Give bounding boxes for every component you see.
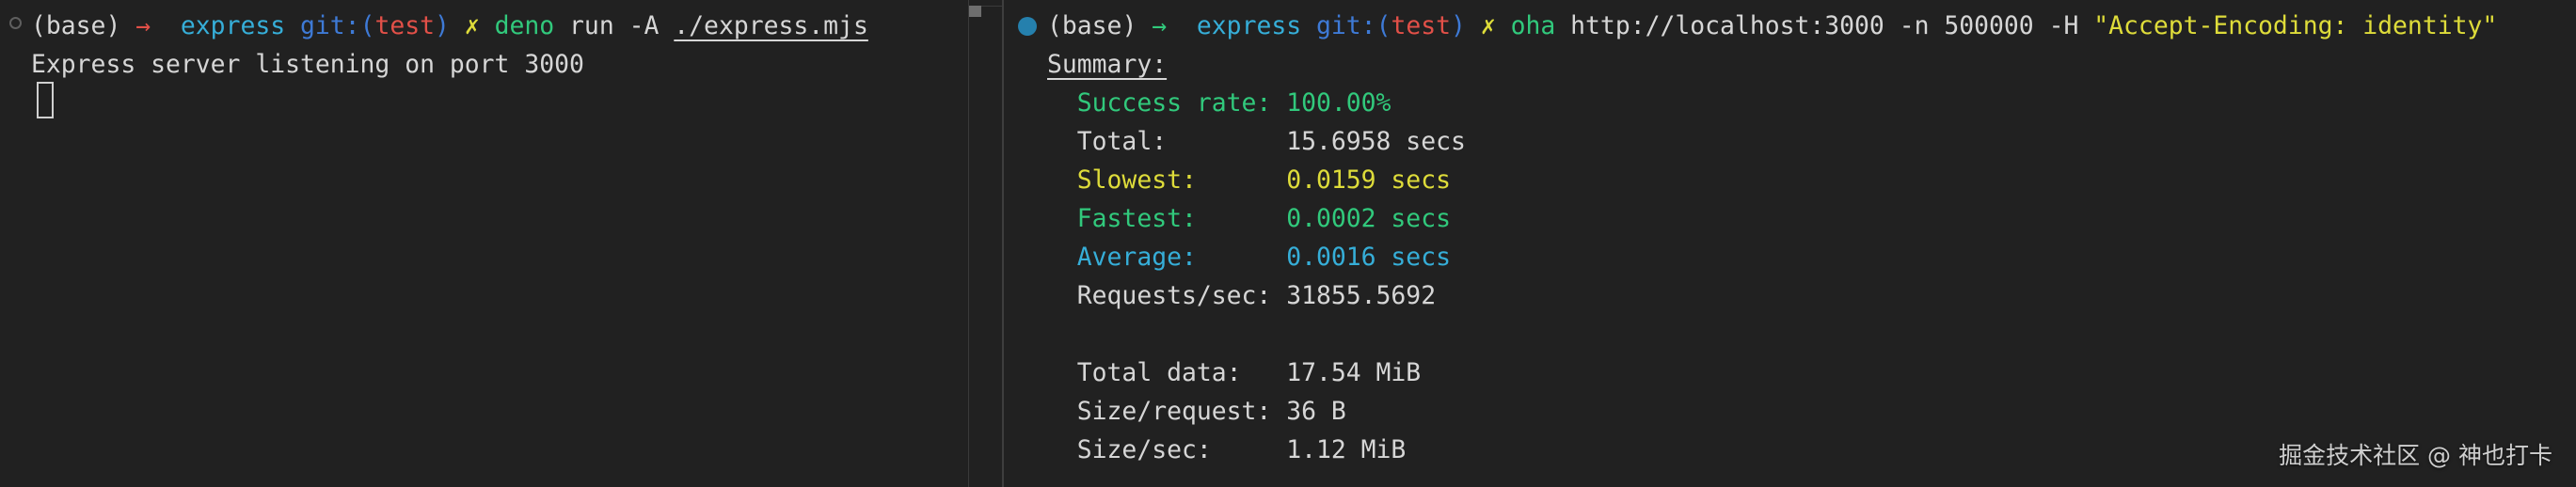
metric-label: Requests/sec: (1076, 281, 1272, 310)
metric-value: 0.0002 secs (1286, 204, 1451, 233)
metric-value: 0.0159 secs (1286, 165, 1451, 195)
prompt-git: git:( (300, 11, 375, 40)
terminal-pane-right-content: (base) → express git:(test) ✗ oha http:/… (1004, 0, 2576, 469)
metric-size-per-request: Size/request: 36 B (1047, 392, 2576, 431)
metric-label: Slowest: (1076, 165, 1197, 195)
scrollbar-track-top-line (968, 6, 1003, 7)
blank-line (1047, 315, 2576, 353)
terminal-cursor (37, 82, 54, 118)
prompt-git-dirty-mark: ✗ (464, 11, 495, 40)
prompt-git: ) (1451, 11, 1481, 40)
watermark: 掘金技术社区 @ 神也打卡 (2279, 442, 2552, 469)
pane-active-indicator-icon (1018, 17, 1037, 36)
metric-average: Average: 0.0016 secs (1047, 238, 2576, 276)
command-file-arg: ./express.mjs (674, 11, 868, 40)
metric-label: Total data: (1076, 358, 1242, 387)
prompt-git-branch: test (374, 11, 436, 40)
prompt-git: git:( (1316, 11, 1391, 40)
prompt-line: (base) → express git:(test) ✗ deno run -… (31, 7, 968, 45)
prompt-dir: express (1196, 11, 1317, 40)
metric-value: 1.12 MiB (1286, 435, 1407, 464)
metric-value: 31855.5692 (1286, 281, 1437, 310)
scrollbar-track-line (968, 0, 969, 487)
prompt-segment: (base) (31, 11, 136, 40)
metric-label: Fastest: (1076, 204, 1197, 233)
prompt-git-dirty-mark: ✗ (1480, 11, 1511, 40)
prompt-arrow: → (135, 11, 151, 40)
metric-label: Average: (1076, 243, 1197, 272)
metric-total: Total: 15.6958 secs (1047, 122, 2576, 161)
metric-value: 15.6958 secs (1286, 127, 1466, 156)
metric-value: 36 B (1286, 397, 1346, 426)
prompt-line: (base) → express git:(test) ✗ oha http:/… (1047, 7, 2576, 45)
prompt-segment (151, 11, 181, 40)
prompt-segment: (base) (1047, 11, 1153, 40)
terminal-pane-left[interactable]: (base) → express git:(test) ✗ deno run -… (0, 0, 968, 487)
metric-label: Size/request: (1076, 397, 1272, 426)
summary-header-line: Summary: (1047, 45, 2576, 84)
prompt-segment (1167, 11, 1197, 40)
summary-header: Summary: (1047, 50, 1168, 79)
prompt-arrow: → (1152, 11, 1168, 40)
command-name: deno (494, 11, 570, 40)
command-name: oha (1510, 11, 1571, 40)
prompt-git-branch: test (1391, 11, 1452, 40)
metric-size-per-sec: Size/sec: 1.12 MiB (1047, 431, 2576, 469)
prompt-dir: express (180, 11, 301, 40)
prompt-git: ) (435, 11, 465, 40)
metric-value: 17.54 MiB (1286, 358, 1422, 387)
terminal-pane-left-content: (base) → express git:(test) ✗ deno run -… (0, 0, 968, 84)
metric-requests-per-sec: Requests/sec: 31855.5692 (1047, 276, 2576, 315)
command-header-arg: "Accept-Encoding: identity" (2093, 11, 2498, 40)
metric-label: Success rate: (1076, 88, 1272, 118)
pane-split-divider[interactable] (1002, 0, 1004, 487)
metric-total-data: Total data: 17.54 MiB (1047, 353, 2576, 392)
server-output-line: Express server listening on port 3000 (31, 50, 584, 79)
metric-label: Size/sec: (1076, 435, 1212, 464)
scrollbar-thumb[interactable] (969, 6, 981, 17)
metric-slowest: Slowest: 0.0159 secs (1047, 161, 2576, 199)
metric-fastest: Fastest: 0.0002 secs (1047, 199, 2576, 238)
metric-value: 0.0016 secs (1286, 243, 1451, 272)
metric-success-rate: Success rate: 100.00% (1047, 84, 2576, 122)
terminal-pane-right[interactable]: (base) → express git:(test) ✗ oha http:/… (1004, 0, 2576, 487)
metric-value: 100.00% (1286, 88, 1391, 118)
command-args: http://localhost:3000 -n 500000 -H (1570, 11, 2094, 40)
command-args: run -A (569, 11, 675, 40)
pane-inactive-indicator-icon (9, 17, 22, 29)
metric-label: Total: (1076, 127, 1168, 156)
